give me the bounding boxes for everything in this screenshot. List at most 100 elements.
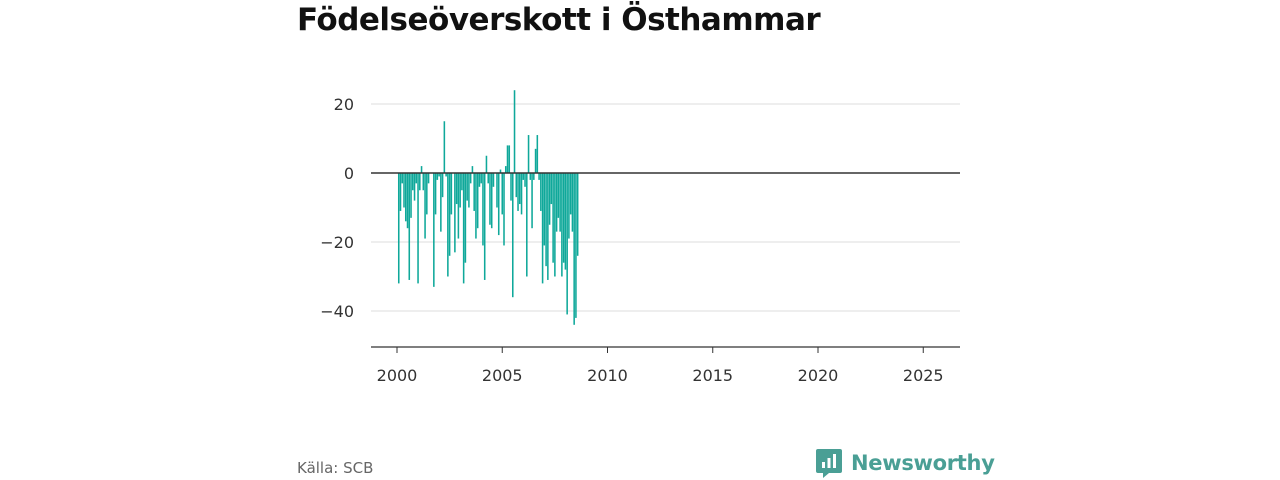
- bar: [524, 173, 526, 187]
- x-tick-label: 2005: [482, 366, 523, 385]
- bar: [475, 173, 477, 239]
- bar: [554, 173, 556, 277]
- bar: [526, 173, 528, 277]
- bar: [492, 173, 495, 187]
- bar: [468, 173, 470, 208]
- bar: [424, 173, 426, 239]
- bar: [413, 173, 416, 201]
- bar: [534, 148, 537, 173]
- bar: [497, 173, 500, 236]
- bar: [406, 173, 409, 229]
- bar: [427, 173, 430, 184]
- x-tick-label: 2015: [692, 366, 733, 385]
- bar: [426, 173, 428, 215]
- bar: [433, 173, 435, 287]
- bar: [462, 173, 465, 284]
- bar: [547, 173, 549, 280]
- source-label: Källa: SCB: [297, 459, 374, 477]
- bar: [399, 173, 402, 211]
- x-tick-label: 2020: [798, 366, 839, 385]
- bar: [517, 173, 519, 211]
- bar: [464, 173, 467, 263]
- bar: [527, 135, 530, 173]
- bar-chart: 20 0 −20 −40 2000 2005 2010 2015 2020 2025: [320, 90, 960, 385]
- newsworthy-logo-icon: [816, 449, 842, 478]
- bar: [438, 173, 440, 177]
- bar: [478, 173, 481, 187]
- bar: [489, 173, 491, 225]
- bar: [573, 173, 575, 325]
- bar: [512, 173, 514, 298]
- x-tick-labels: 2000 2005 2010 2015 2020 2025: [377, 366, 944, 385]
- bar: [450, 173, 453, 215]
- y-tick-label: 0: [344, 164, 354, 183]
- bar: [569, 173, 572, 215]
- bar: [548, 173, 551, 225]
- bar: [513, 90, 516, 173]
- bar: [459, 173, 461, 208]
- bar: [499, 169, 502, 173]
- bar: [471, 166, 474, 173]
- brand-name: Newsworthy: [851, 451, 995, 475]
- bar: [476, 173, 479, 229]
- bar: [434, 173, 437, 215]
- x-tick-label: 2000: [377, 366, 418, 385]
- bar: [540, 173, 542, 211]
- bar: [422, 173, 425, 191]
- bar: [440, 173, 442, 232]
- bar: [469, 173, 472, 184]
- bar: [466, 173, 468, 201]
- bar: [443, 121, 446, 173]
- bar: [419, 173, 421, 191]
- bar: [461, 173, 463, 191]
- bar: [485, 155, 488, 173]
- y-tick-label: 20: [334, 95, 354, 114]
- bar: [501, 173, 504, 215]
- y-tick-labels: 20 0 −20 −40: [320, 95, 354, 321]
- bar: [552, 173, 554, 263]
- bar: [571, 173, 574, 232]
- bar: [529, 173, 532, 180]
- bar: [538, 173, 540, 180]
- bar: [482, 173, 484, 246]
- bar: [447, 173, 449, 277]
- bar: [575, 173, 577, 318]
- bar: [415, 173, 418, 184]
- bar: [557, 173, 560, 218]
- bar: [568, 173, 570, 239]
- bar: [454, 173, 456, 253]
- gridlines: [371, 103, 960, 312]
- bar: [576, 173, 579, 256]
- bar: [403, 173, 405, 208]
- bar: [508, 145, 511, 173]
- bar: [559, 173, 561, 232]
- bar: [564, 173, 567, 270]
- chart-title: Födelseöverskott i Östhammar: [297, 2, 821, 38]
- bar: [404, 173, 407, 222]
- bar: [408, 173, 411, 280]
- bar: [510, 173, 512, 201]
- bar: [483, 173, 486, 280]
- bar: [487, 173, 489, 184]
- y-tick-label: −40: [320, 302, 354, 321]
- bar: [555, 173, 558, 232]
- bar: [473, 173, 475, 211]
- bar: [436, 173, 439, 180]
- bar: [401, 173, 404, 184]
- bar: [562, 173, 565, 263]
- bar: [496, 173, 498, 208]
- brand-logo: Newsworthy: [815, 447, 995, 479]
- y-tick-label: −20: [320, 233, 354, 252]
- bar: [397, 173, 400, 284]
- bar: [504, 166, 507, 173]
- bar: [550, 173, 553, 205]
- bar: [441, 173, 444, 198]
- x-tick-label: 2025: [903, 366, 944, 385]
- bar: [543, 173, 546, 246]
- bar: [520, 173, 523, 215]
- bar: [412, 173, 414, 191]
- x-tick-label: 2010: [587, 366, 628, 385]
- bar: [480, 173, 482, 184]
- bar: [420, 166, 423, 173]
- bar: [455, 173, 458, 205]
